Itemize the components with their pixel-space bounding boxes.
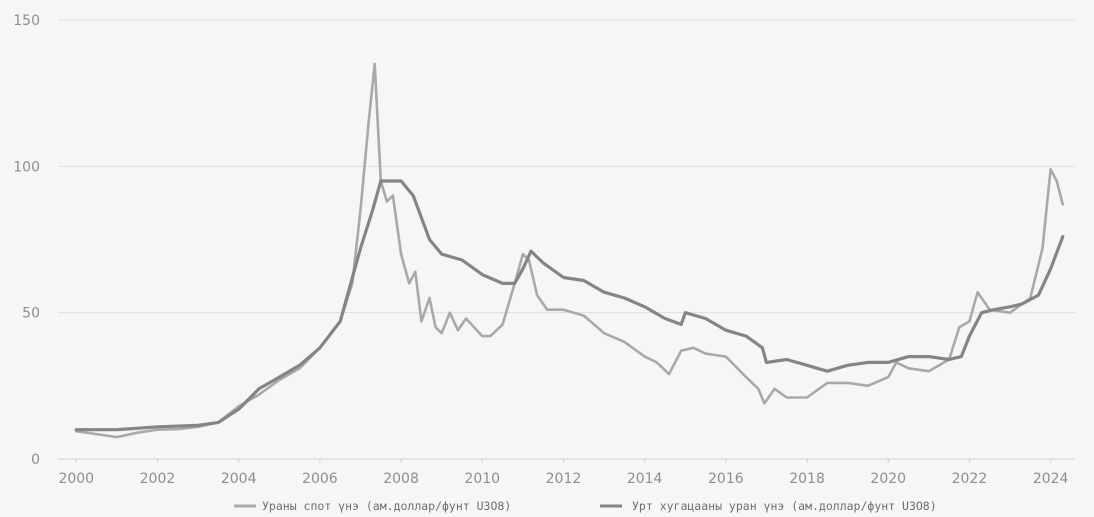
series-line-long-term-price (74, 179, 1065, 432)
x-tick-label: 2016 (708, 471, 744, 487)
series-lines (74, 62, 1065, 439)
x-tick-label: 2006 (302, 471, 338, 487)
y-axis-ticks: 0 50 100 150 (13, 13, 40, 468)
series-line-spot-price (75, 62, 1065, 439)
gridlines (58, 19, 1075, 314)
x-tick-label: 2018 (789, 471, 825, 487)
legend: Ураны спот үнэ (ам.доллар/фунт U3O8) Урт … (234, 499, 937, 513)
y-tick-label: 100 (13, 159, 40, 175)
legend-label: Урт хугацааны уран үнэ (ам.доллар/фунт U… (632, 499, 937, 513)
x-tick-label: 2022 (952, 471, 988, 487)
y-tick-label: 0 (31, 452, 40, 468)
x-axis-ticks: 2000 2002 2004 2006 2008 2010 2012 2014 2016 2018… (58, 459, 1069, 487)
x-tick-label: 2020 (870, 471, 906, 487)
x-tick-label: 2002 (140, 471, 176, 487)
x-tick-label: 2024 (1033, 471, 1069, 487)
x-tick-label: 2012 (546, 471, 582, 487)
x-tick-label: 2000 (58, 471, 94, 487)
x-tick-label: 2014 (627, 471, 663, 487)
x-tick-label: 2004 (221, 471, 257, 487)
legend-label: Ураны спот үнэ (ам.доллар/фунт U3O8) (262, 499, 511, 513)
x-tick-label: 2008 (383, 471, 419, 487)
x-tick-label: 2010 (464, 471, 500, 487)
y-tick-label: 50 (22, 306, 40, 322)
y-tick-label: 150 (13, 13, 40, 29)
